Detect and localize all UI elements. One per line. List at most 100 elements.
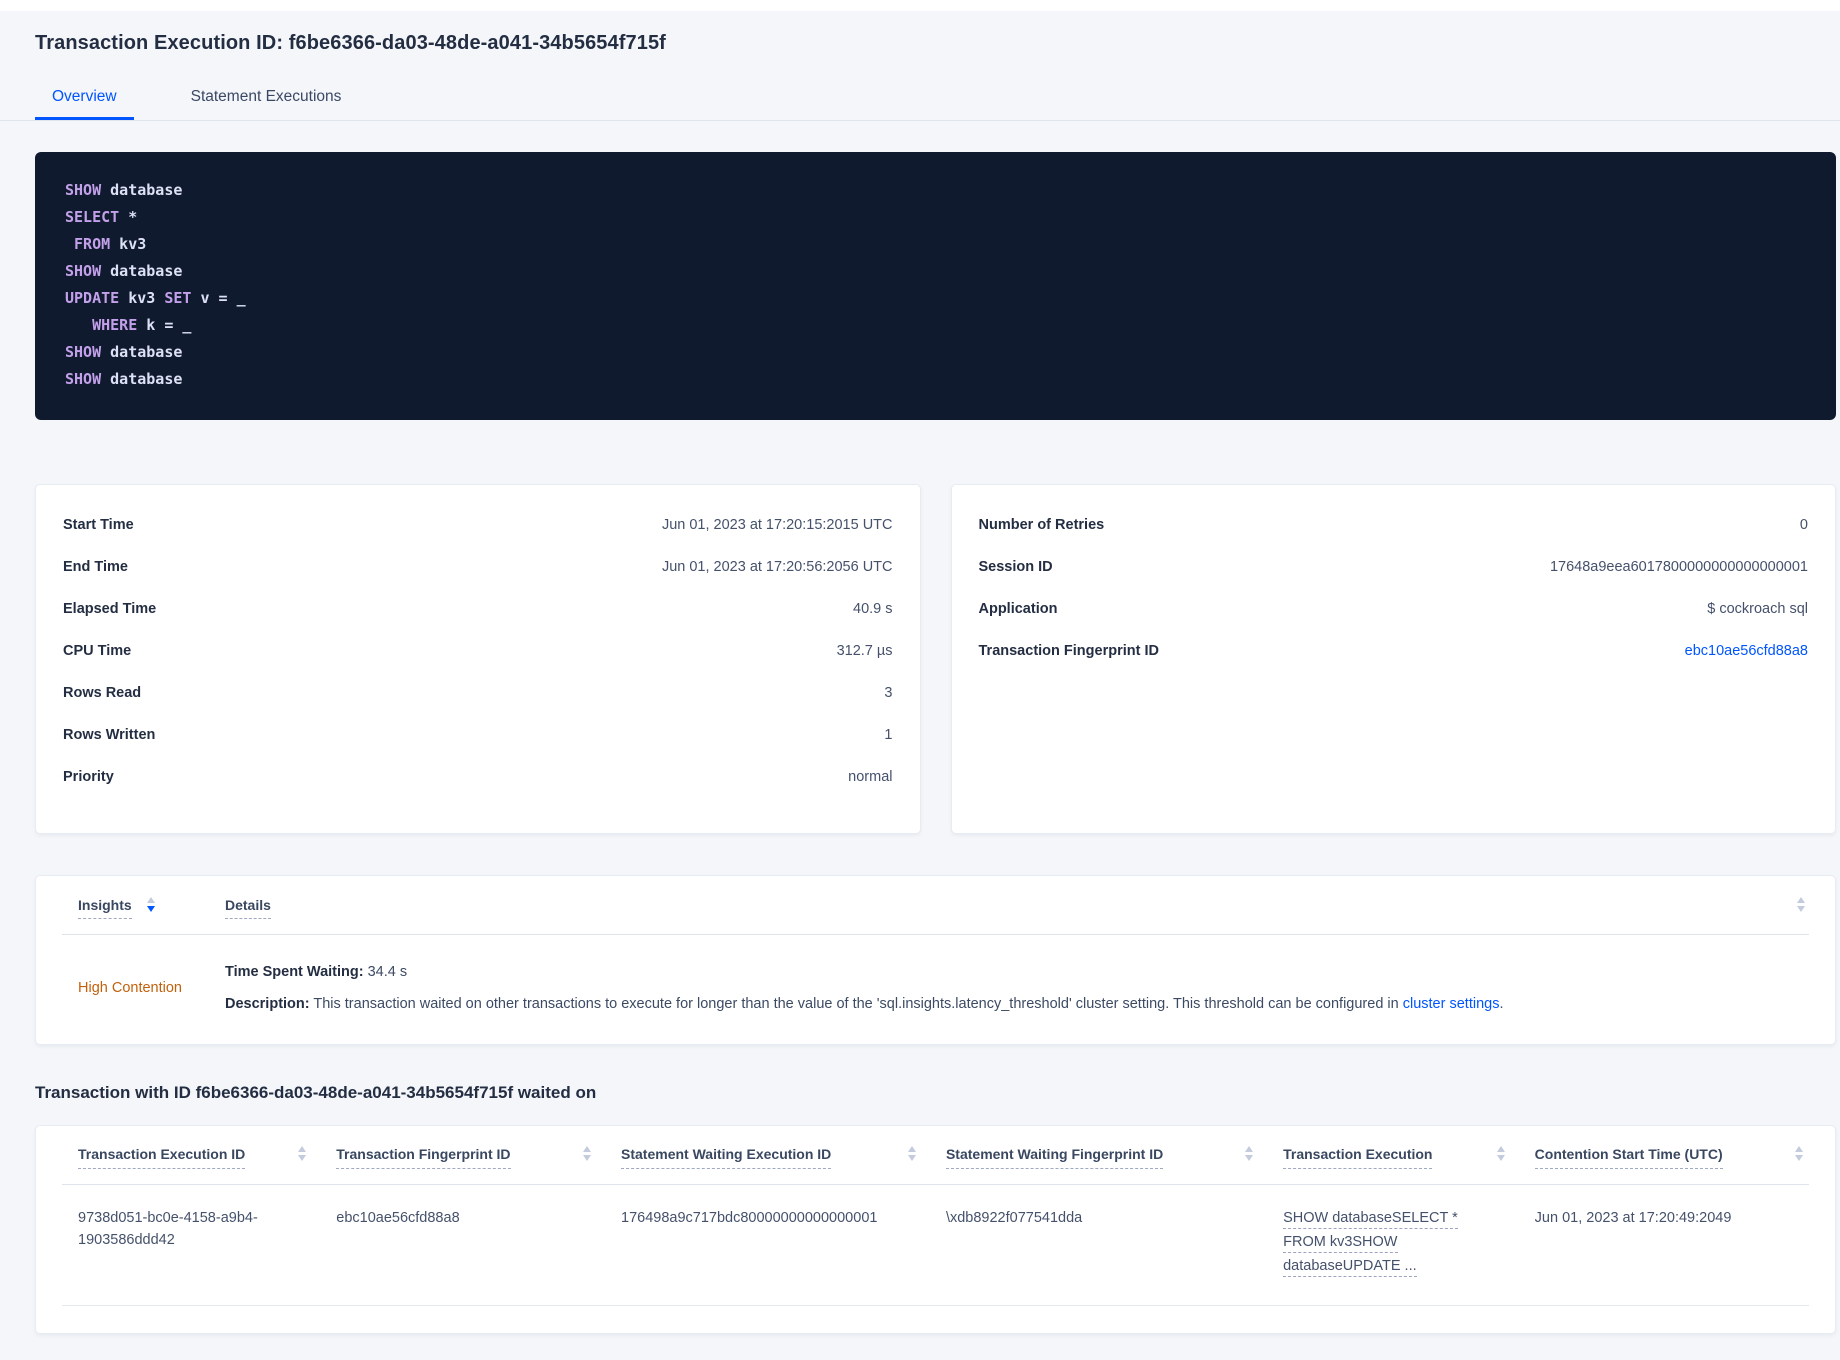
sort-asc-icon (1245, 1146, 1254, 1152)
sql-keyword: SHOW (65, 262, 102, 280)
transaction-execution-snippet-line[interactable]: SHOW databaseSELECT * (1283, 1207, 1505, 1229)
waited-on-heading: Transaction with ID f6be6366-da03-48de-a… (35, 1083, 597, 1102)
sort-desc-icon (298, 1155, 307, 1161)
sort-desc-icon (1496, 1155, 1505, 1161)
sort-desc-icon (907, 1155, 916, 1161)
stat-row-transaction-fingerprint-id: Transaction Fingerprint ID ebc10ae56cfd8… (979, 641, 1809, 661)
sql-keyword: SELECT (65, 208, 120, 226)
time-spent-waiting: Time Spent Waiting: 34.4 s (225, 962, 1805, 982)
cell-transaction-execution-id: 9738d051-bc0e-4158-a9b4-1903586ddd42 (78, 1210, 258, 1248)
insight-description: Description: This transaction waited on … (225, 994, 1805, 1014)
column-label[interactable]: Transaction Execution (1283, 1146, 1433, 1169)
cell-transaction-fingerprint-id: ebc10ae56cfd88a8 (336, 1210, 460, 1226)
sql-line: SHOW database (65, 177, 1806, 204)
column-label[interactable]: Transaction Execution ID (78, 1146, 246, 1169)
stat-row-end-time: End Time Jun 01, 2023 at 17:20:56:2056 U… (63, 557, 893, 577)
description-label: Description: (225, 996, 310, 1012)
stat-row-retries: Number of Retries 0 (979, 515, 1809, 535)
session-summary-card: Number of Retries 0 Session ID 17648a9ee… (950, 484, 1836, 834)
stat-label: Number of Retries (978, 517, 1105, 533)
stat-label: CPU Time (63, 643, 132, 659)
stat-label: Start Time (63, 517, 134, 533)
details-column-label[interactable]: Details (225, 897, 271, 919)
stat-label: End Time (63, 559, 128, 575)
insight-row: High Contention Time Spent Waiting: 34.4… (62, 935, 1809, 1044)
column-header-transaction-execution-id: Transaction Execution ID (62, 1146, 336, 1184)
stat-label: Elapsed Time (63, 601, 157, 617)
sql-text: v = _ (191, 289, 246, 307)
insights-table-card: Insights Details High Contention Time Sp… (35, 875, 1836, 1045)
insights-column-header: Insights (78, 897, 225, 919)
column-label[interactable]: Statement Waiting Fingerprint ID (945, 1146, 1164, 1169)
sql-keyword: UPDATE (65, 289, 120, 307)
waited-on-table-header: Transaction Execution ID Transaction Fin… (62, 1126, 1809, 1185)
column-header-statement-waiting-fingerprint-id: Statement Waiting Fingerprint ID (945, 1146, 1283, 1184)
tab-overview[interactable]: Overview (35, 82, 134, 120)
sort-desc-icon (1245, 1155, 1254, 1161)
stat-value: 17648a9eea6017800000000000000001 (1549, 559, 1808, 575)
insights-column-label[interactable]: Insights (78, 897, 132, 919)
stat-value: 40.9 s (853, 601, 893, 617)
sql-keyword: SHOW (65, 343, 102, 361)
sql-keyword: WHERE (92, 316, 138, 334)
stat-value: normal (848, 769, 893, 785)
description-text: This transaction waited on other transac… (309, 996, 1403, 1012)
sort-icon[interactable] (298, 1146, 307, 1161)
sql-line: FROM kv3 (65, 231, 1806, 258)
stat-row-start-time: Start Time Jun 01, 2023 at 17:20:15:2015… (63, 515, 893, 535)
sql-text: kv3 (110, 235, 147, 253)
stat-row-rows-written: Rows Written 1 (63, 725, 893, 745)
tab-statement-executions[interactable]: Statement Executions (190, 88, 342, 105)
stat-value: 3 (884, 685, 893, 701)
transaction-execution-snippet-line[interactable]: FROM kv3SHOW (1283, 1231, 1505, 1253)
sql-text: database (101, 181, 183, 199)
sql-keyword: SET (164, 289, 192, 307)
sort-icon[interactable] (583, 1146, 592, 1161)
sort-asc-icon (1797, 897, 1805, 903)
waited-on-table-card: Transaction Execution ID Transaction Fin… (35, 1125, 1836, 1334)
stat-row-elapsed-time: Elapsed Time 40.9 s (63, 599, 893, 619)
sort-asc-icon (1795, 1146, 1803, 1152)
execution-summary-card: Start Time Jun 01, 2023 at 17:20:15:2015… (35, 484, 921, 834)
stat-value: 0 (1799, 517, 1808, 533)
stat-label: Application (978, 601, 1058, 617)
sort-asc-icon (583, 1146, 592, 1152)
sort-icon[interactable] (146, 897, 155, 912)
stat-label: Transaction Fingerprint ID (978, 643, 1159, 659)
sort-asc-icon (907, 1146, 916, 1152)
column-header-statement-waiting-execution-id: Statement Waiting Execution ID (621, 1146, 946, 1184)
sort-desc-icon (1797, 906, 1805, 912)
sort-icon[interactable] (1795, 1146, 1803, 1161)
top-strip (0, 0, 1840, 11)
column-header-transaction-execution: Transaction Execution (1283, 1146, 1535, 1184)
insight-type-label: High Contention (78, 980, 182, 996)
cluster-settings-link[interactable]: cluster settings (1402, 996, 1500, 1012)
transaction-execution-snippet-line[interactable]: databaseUPDATE ... (1283, 1255, 1505, 1277)
sort-icon[interactable] (1496, 1146, 1505, 1161)
sort-icon[interactable] (1797, 897, 1805, 912)
sql-keyword: SHOW (65, 370, 102, 388)
stat-label: Rows Read (63, 685, 142, 701)
column-header-contention-start-time: Contention Start Time (UTC) (1534, 1146, 1809, 1184)
table-row: 9738d051-bc0e-4158-a9b4-1903586ddd42 ebc… (62, 1185, 1809, 1306)
transaction-fingerprint-link[interactable]: ebc10ae56cfd88a8 (1684, 643, 1808, 659)
stat-row-cpu-time: CPU Time 312.7 µs (63, 641, 893, 661)
stat-row-application: Application $ cockroach sql (979, 599, 1809, 619)
sql-line: SHOW database (65, 366, 1806, 393)
sql-text: kv3 (119, 289, 165, 307)
sort-icon[interactable] (1245, 1146, 1254, 1161)
sort-desc-icon (1795, 1155, 1803, 1161)
column-label[interactable]: Transaction Fingerprint ID (336, 1146, 511, 1169)
sort-icon[interactable] (907, 1146, 916, 1161)
time-spent-waiting-label: Time Spent Waiting: (225, 964, 364, 980)
sql-line: WHERE k = _ (65, 312, 1806, 339)
sql-line: SHOW database (65, 258, 1806, 285)
stat-row-priority: Priority normal (63, 767, 893, 787)
sql-keyword: SHOW (65, 181, 102, 199)
sql-line: SELECT * (65, 204, 1806, 231)
sql-text: database (101, 343, 183, 361)
sql-text: k = _ (137, 316, 192, 334)
column-label[interactable]: Contention Start Time (UTC) (1534, 1146, 1723, 1169)
stat-value: Jun 01, 2023 at 17:20:56:2056 UTC (661, 559, 893, 575)
column-label[interactable]: Statement Waiting Execution ID (621, 1146, 832, 1169)
